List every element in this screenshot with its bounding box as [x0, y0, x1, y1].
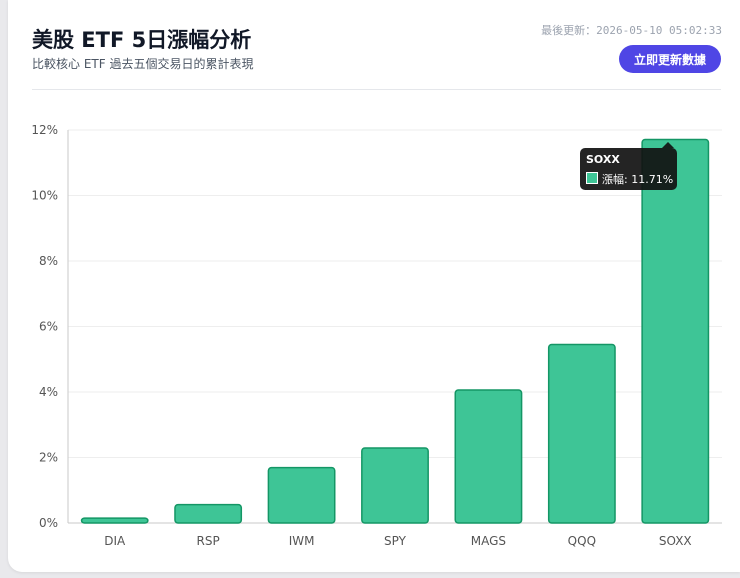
bar-dia[interactable] — [80, 517, 149, 524]
x-tick-label: SOXX — [659, 534, 692, 548]
bar-spy[interactable] — [361, 447, 429, 524]
bar-rsp[interactable] — [174, 503, 243, 524]
bar-iwm[interactable] — [267, 466, 336, 524]
page-title: 美股 ETF 5日漲幅分析 — [32, 28, 252, 52]
y-tick-label: 8% — [39, 254, 58, 268]
x-tick-label: RSP — [197, 534, 220, 548]
x-tick-label: SPY — [384, 534, 407, 548]
x-tick-label: DIA — [104, 534, 126, 548]
page-subtitle: 比較核心 ETF 過去五個交易日的累計表現 — [32, 57, 254, 71]
tooltip-color-swatch — [586, 172, 598, 184]
y-tick-label: 0% — [39, 516, 58, 530]
tooltip-title: SOXX — [586, 153, 620, 166]
bar-qqq[interactable] — [547, 343, 616, 524]
tooltip-value: 漲幅: 11.71% — [602, 173, 674, 186]
bar-tooltip: SOXX 漲幅: 11.71% — [580, 142, 677, 190]
header-divider — [32, 89, 721, 90]
refresh-data-button[interactable]: 立即更新數據 — [619, 45, 721, 73]
y-tick-label: 2% — [39, 451, 58, 465]
y-tick-label: 12% — [31, 123, 58, 137]
bar-mags[interactable] — [454, 389, 523, 524]
bar-soxx[interactable] — [641, 138, 710, 524]
y-tick-label: 6% — [39, 320, 58, 334]
x-tick-label: MAGS — [471, 534, 506, 548]
y-tick-label: 10% — [31, 189, 58, 203]
last-updated-timestamp: 最後更新：2026-05-10 05:02:33 — [541, 24, 722, 37]
x-tick-label: IWM — [289, 534, 315, 548]
x-tick-label: QQQ — [568, 534, 596, 548]
y-tick-label: 4% — [39, 385, 58, 399]
